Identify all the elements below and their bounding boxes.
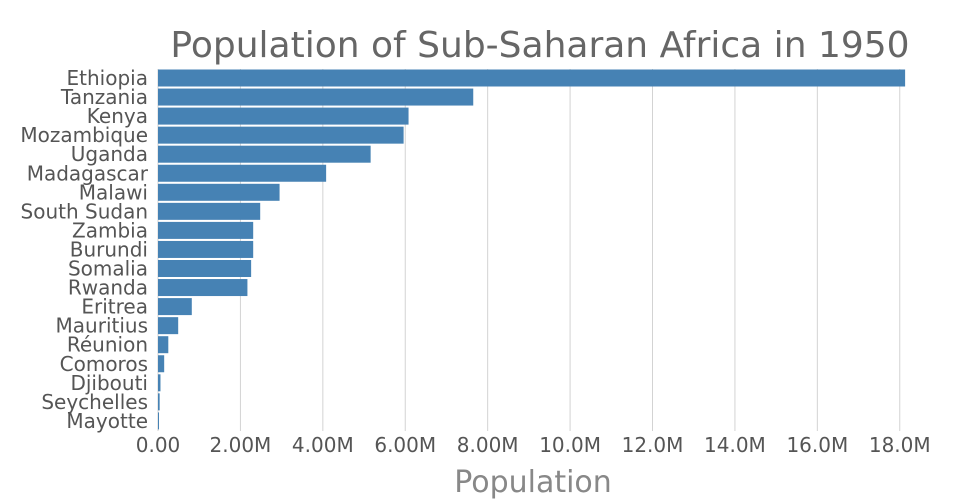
category-label: Réunion bbox=[67, 333, 148, 357]
category-label: Uganda bbox=[71, 142, 148, 166]
category-label: Tanzania bbox=[60, 85, 148, 109]
x-tick-label: 8.00M bbox=[457, 433, 519, 457]
category-label: Mauritius bbox=[56, 314, 148, 338]
chart-title: Population of Sub-Saharan Africa in 1950 bbox=[170, 25, 909, 66]
x-axis-title: Population bbox=[454, 465, 612, 500]
bar bbox=[158, 355, 165, 373]
x-tick-label: 14.0M bbox=[704, 433, 766, 457]
category-labels: EthiopiaTanzaniaKenyaMozambiqueUgandaMad… bbox=[20, 66, 148, 433]
bar bbox=[158, 221, 254, 239]
bar bbox=[158, 69, 906, 87]
category-label: Ethiopia bbox=[67, 66, 148, 90]
x-tick-label: 4.00M bbox=[292, 433, 354, 457]
category-label: Mozambique bbox=[20, 123, 148, 147]
category-label: Zambia bbox=[72, 218, 148, 242]
bar bbox=[158, 412, 159, 430]
bar bbox=[158, 279, 248, 297]
category-label: Burundi bbox=[70, 237, 148, 261]
x-tick-label: 12.0M bbox=[622, 433, 684, 457]
x-tick-label: 18.0M bbox=[869, 433, 931, 457]
category-label: Comoros bbox=[60, 352, 148, 376]
bar bbox=[158, 202, 261, 220]
bar bbox=[158, 336, 169, 354]
bar bbox=[158, 183, 280, 201]
category-label: South Sudan bbox=[21, 199, 148, 223]
bar bbox=[158, 374, 161, 392]
bar bbox=[158, 298, 192, 316]
bar bbox=[158, 164, 327, 182]
category-label: Malawi bbox=[79, 180, 148, 204]
category-label: Somalia bbox=[68, 257, 148, 281]
bar bbox=[158, 145, 371, 163]
category-label: Seychelles bbox=[41, 390, 148, 414]
category-label: Madagascar bbox=[27, 161, 149, 185]
bar bbox=[158, 240, 254, 258]
bars bbox=[158, 69, 906, 430]
category-label: Eritrea bbox=[81, 295, 148, 319]
bar bbox=[158, 393, 160, 411]
x-tick-label: 2.00M bbox=[210, 433, 272, 457]
category-label: Rwanda bbox=[68, 276, 148, 300]
category-label: Kenya bbox=[87, 104, 148, 128]
bar bbox=[158, 260, 252, 277]
category-label: Mayotte bbox=[66, 409, 148, 433]
bar bbox=[158, 126, 404, 144]
x-tick-label: 16.0M bbox=[786, 433, 848, 457]
x-tick-label: 10.0M bbox=[539, 433, 601, 457]
bar bbox=[158, 107, 409, 125]
bar bbox=[158, 88, 474, 106]
x-tick-labels: 0.00 2.00M 4.00M 6.00M 8.00M 10.0M 12.0M 14.0M 1… bbox=[136, 433, 931, 457]
x-tick-label: 6.00M bbox=[374, 433, 436, 457]
bar bbox=[158, 317, 179, 335]
category-label: Djibouti bbox=[70, 371, 148, 395]
x-tick-label: 0.00 bbox=[136, 433, 181, 457]
